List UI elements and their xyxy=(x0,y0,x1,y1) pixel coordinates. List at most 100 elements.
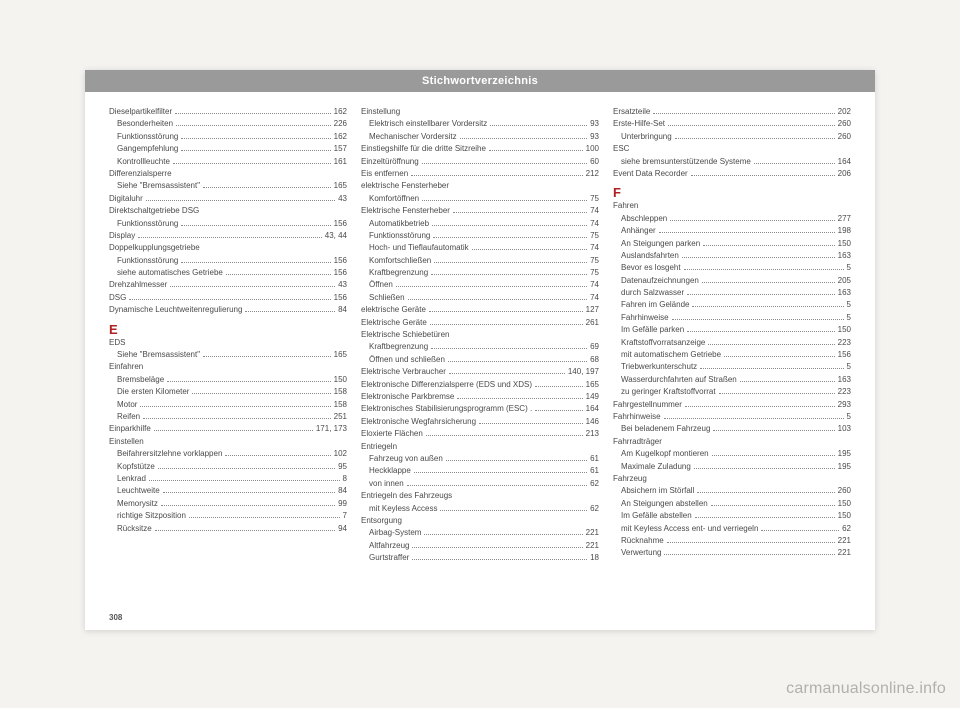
leader-dots xyxy=(692,306,843,307)
index-entry: Rücknahme221 xyxy=(613,535,851,547)
leader-dots xyxy=(653,113,834,114)
index-entry-label: durch Salzwasser xyxy=(621,287,684,299)
index-entry: Digitaluhr43 xyxy=(109,193,347,205)
index-entry: Elektronisches Stabilisierungsprogramm (… xyxy=(361,403,599,415)
index-entry: Im Gefälle abstellen150 xyxy=(613,510,851,522)
index-entry-page: 150 xyxy=(334,374,347,386)
index-entry-page: 251 xyxy=(334,411,347,423)
header-title: Stichwortverzeichnis xyxy=(422,75,538,87)
leader-dots xyxy=(453,212,587,213)
index-entry-page: 164 xyxy=(838,156,851,168)
index-entry-page: 221 xyxy=(586,540,599,552)
leader-dots xyxy=(170,286,335,287)
index-entry-page: 149 xyxy=(586,391,599,403)
index-entry-page: 163 xyxy=(838,250,851,262)
leader-dots xyxy=(396,286,587,287)
leader-dots xyxy=(664,418,844,419)
watermark-text: carmanualsonline.info xyxy=(786,680,946,698)
index-entry: Absichern im Störfall260 xyxy=(613,485,851,497)
index-entry-label: elektrische Geräte xyxy=(361,304,426,316)
index-entry-label: Funktionsstörung xyxy=(117,255,178,267)
index-entry-label: Bevor es losgeht xyxy=(621,262,681,274)
index-entry-label: Fahrzeug von außen xyxy=(369,453,443,465)
leader-dots xyxy=(429,311,583,312)
leader-dots xyxy=(708,344,834,345)
index-entry-label: Komfortöffnen xyxy=(369,193,419,205)
index-entry-page: 68 xyxy=(590,354,599,366)
index-entry: Fahrhinweise5 xyxy=(613,411,851,423)
index-entry-label: Altfahrzeug xyxy=(369,540,409,552)
index-entry: Reifen 251 xyxy=(109,411,347,423)
leader-dots xyxy=(412,547,582,548)
index-entry-page: 163 xyxy=(838,374,851,386)
index-entry: Elektronische Parkbremse149 xyxy=(361,391,599,403)
leader-dots xyxy=(711,505,835,506)
leader-dots xyxy=(181,138,330,139)
index-entry-label: Eis entfernen xyxy=(361,168,408,180)
leader-dots xyxy=(446,460,587,461)
leader-dots xyxy=(225,455,330,456)
index-entry: Komfortöffnen75 xyxy=(361,193,599,205)
index-entry: Beifahrersitzlehne vorklappen102 xyxy=(109,448,347,460)
index-entry-page: 69 xyxy=(590,341,599,353)
index-entry: Erste-Hilfe-Set260 xyxy=(613,118,851,130)
index-entry-page: 62 xyxy=(590,503,599,515)
index-heading: Direktschaltgetriebe DSG xyxy=(109,205,347,217)
index-column-2: EinstellungElektrisch einstellbarer Vord… xyxy=(361,106,599,564)
leader-dots xyxy=(703,245,834,246)
index-entry-label: Komfortschließen xyxy=(369,255,431,267)
index-entry: Lenkrad8 xyxy=(109,473,347,485)
index-entry-page: 74 xyxy=(590,292,599,304)
index-entry-label: Mechanischer Vordersitz xyxy=(369,131,457,143)
leader-dots xyxy=(449,373,565,374)
leader-dots xyxy=(761,530,839,531)
index-entry-page: 75 xyxy=(590,255,599,267)
index-entry-label: Wasserdurchfahrten auf Straßen xyxy=(621,374,737,386)
index-entry: Fahrgestellnummer293 xyxy=(613,399,851,411)
index-entry-page: 165 xyxy=(334,349,347,361)
index-entry-page: 102 xyxy=(334,448,347,460)
index-entry: Leuchtweite84 xyxy=(109,485,347,497)
index-entry-page: 74 xyxy=(590,218,599,230)
leader-dots xyxy=(724,356,835,357)
index-entry: Motor158 xyxy=(109,399,347,411)
leader-dots xyxy=(460,138,588,139)
index-heading: Entriegeln des Fahrzeugs xyxy=(361,490,599,502)
index-entry: Öffnen und schließen68 xyxy=(361,354,599,366)
index-entry-label: DSG xyxy=(109,292,126,304)
index-entry-page: 157 xyxy=(334,143,347,155)
page-header: Stichwortverzeichnis xyxy=(85,70,875,92)
index-entry-label: Gurtstraffer xyxy=(369,552,409,564)
index-entry-page: 226 xyxy=(334,118,347,130)
index-entry-label: Elektrisch einstellbarer Vordersitz xyxy=(369,118,487,130)
leader-dots xyxy=(422,200,587,201)
leader-dots xyxy=(149,480,340,481)
index-entry-page: 164 xyxy=(586,403,599,415)
leader-dots xyxy=(138,237,322,238)
index-entry: Maximale Zuladung195 xyxy=(613,461,851,473)
index-entry-page: 8 xyxy=(343,473,347,485)
index-entry: Einparkhilfe171, 173 xyxy=(109,423,347,435)
index-entry: siehe automatisches Getriebe156 xyxy=(109,267,347,279)
index-entry: Kraftbegrenzung69 xyxy=(361,341,599,353)
index-entry-page: 62 xyxy=(590,478,599,490)
index-entry-label: Reifen xyxy=(117,411,140,423)
index-entry: Schließen74 xyxy=(361,292,599,304)
index-entry: Datenaufzeichnungen205 xyxy=(613,275,851,287)
index-entry: durch Salzwasser163 xyxy=(613,287,851,299)
index-entry: Auslandsfahrten163 xyxy=(613,250,851,262)
index-heading: Differenzialsperre xyxy=(109,168,347,180)
index-entry-page: 61 xyxy=(590,465,599,477)
leader-dots xyxy=(448,361,587,362)
leader-dots xyxy=(713,430,834,431)
leader-dots xyxy=(697,492,834,493)
index-entry-page: 74 xyxy=(590,242,599,254)
page-number: 308 xyxy=(109,613,122,622)
index-entry-label: Triebwerkunterschutz xyxy=(621,361,697,373)
index-entry: Elektrische Geräte261 xyxy=(361,317,599,329)
index-entry: Elektronische Wegfahrsicherung146 xyxy=(361,416,599,428)
leader-dots xyxy=(675,138,835,139)
index-entry: Öffnen74 xyxy=(361,279,599,291)
leader-dots xyxy=(181,225,330,226)
index-heading: Einfahren xyxy=(109,361,347,373)
